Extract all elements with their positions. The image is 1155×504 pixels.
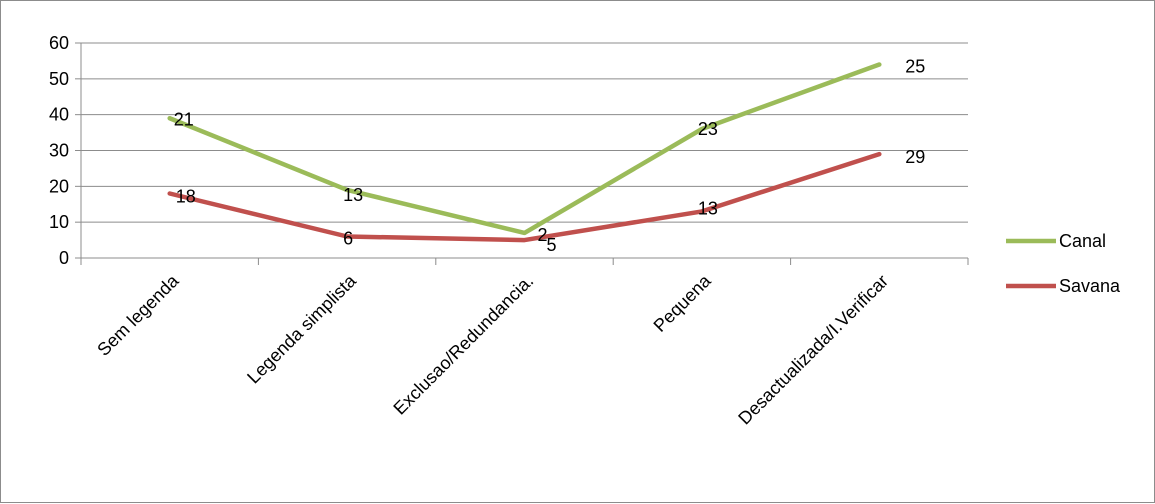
x-tick-label: Sem legenda [93,270,183,360]
series-line-canal [167,62,882,236]
x-tick-label: Legenda simplista [243,270,360,387]
data-label-canal: 2 [538,225,548,245]
series-lines [167,62,882,243]
y-tick-label: 30 [49,141,69,161]
legend-label-savana: Savana [1059,276,1121,296]
y-tick-label: 0 [59,248,69,268]
x-tick-label: Desactualizada/I.Verificar [734,271,892,429]
y-tick-label: 20 [49,176,69,196]
data-label-savana: 5 [547,235,557,255]
x-axis-ticks: Sem legenda Legenda simplista Exclusao/Red… [80,258,969,429]
data-label-canal: 13 [343,185,363,205]
y-tick-label: 60 [49,33,69,53]
data-label-savana: 18 [176,187,196,207]
y-tick-label: 40 [49,105,69,125]
y-tick-label: 10 [49,212,69,232]
data-label-canal: 25 [905,57,925,77]
legend-label-canal: Canal [1059,231,1106,251]
y-axis-ticks: 0 10 20 30 40 50 60 [49,33,81,268]
y-tick-label: 50 [49,69,69,89]
data-label-savana: 13 [698,198,718,218]
x-tick-label: Pequena [650,270,716,336]
data-label-canal: 23 [698,119,718,139]
data-labels: 21 13 2 23 25 18 6 5 13 29 [174,57,926,256]
data-label-canal: 21 [174,109,194,129]
series-line-savana [167,151,882,243]
data-label-savana: 6 [343,229,353,249]
gridlines [81,42,968,223]
legend: Canal Savana [1006,231,1121,296]
x-tick-label: Exclusao/Redundancia. [389,271,537,419]
data-label-savana: 29 [905,147,925,167]
